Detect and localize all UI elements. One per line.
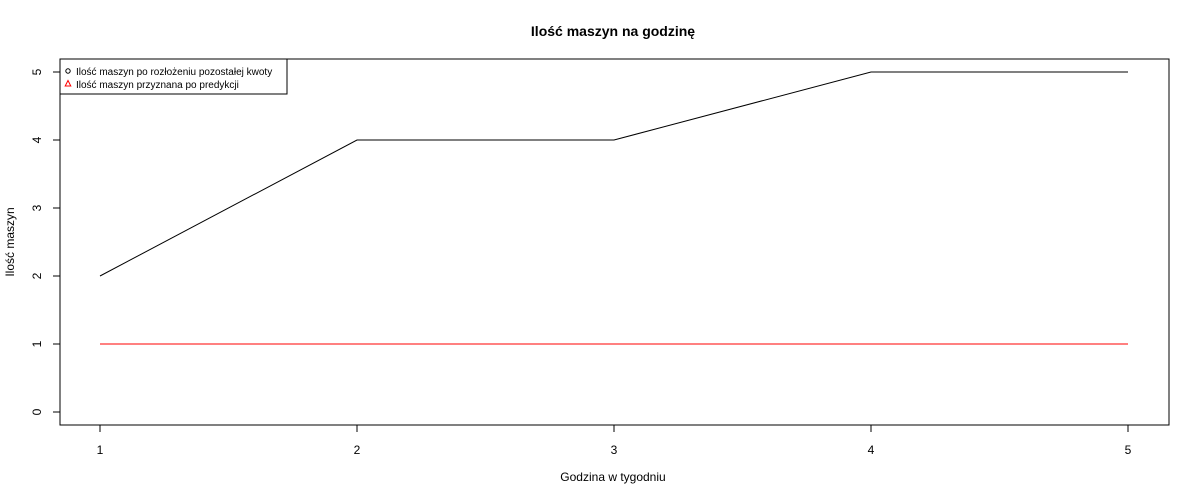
y-axis: 0 1 2 3 4 5 [30,68,61,415]
x-axis-label: Godzina w tygodniu [560,470,665,484]
y-tick-label: 1 [30,340,44,347]
x-tick-label: 2 [354,443,361,457]
chart-title: Ilość maszyn na godzinę [531,23,695,39]
legend: Ilość maszyn po rozłożeniu pozostałej kw… [59,58,288,95]
y-tick-label: 3 [30,204,44,211]
x-tick-label: 4 [868,443,875,457]
legend-label-series-2: Ilość maszyn przyznana po predykcji [76,80,239,91]
x-tick-label: 3 [611,443,618,457]
legend-marker-circle [65,68,71,74]
x-tick-label: 1 [97,443,104,457]
legend-marker-triangle [64,79,72,87]
y-tick-label: 0 [30,408,44,415]
y-axis-label: Ilość maszyn [3,207,17,276]
x-tick-label: 5 [1125,443,1132,457]
plot-frame [59,58,1170,426]
y-tick-label: 2 [30,272,44,279]
series-lines [99,71,1128,345]
x-axis: 1 2 3 4 5 [97,424,1132,457]
legend-label-series-1: Ilość maszyn po rozłożeniu pozostałej kw… [76,67,272,78]
y-tick-label: 5 [30,68,44,75]
y-tick-label: 4 [30,136,44,143]
series-line-1 [99,71,1128,277]
legend-box [59,58,288,95]
